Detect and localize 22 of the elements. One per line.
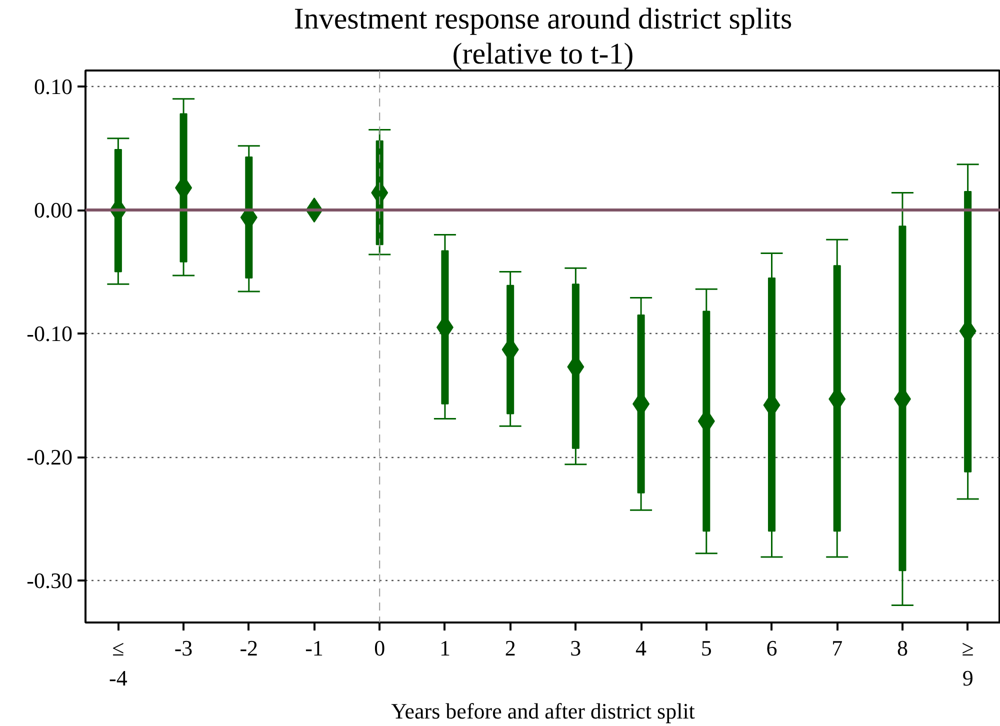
x-axis-title: Years before and after district split [391, 698, 695, 724]
chart-subtitle: (relative to t-1) [452, 38, 634, 70]
x-tick-label: ≤ -4 [109, 636, 128, 690]
x-tick-label: 2 [504, 636, 516, 660]
x-tick-label: -3 [174, 636, 193, 660]
y-tick-label: -0.30 [26, 568, 72, 594]
y-tick-label: -0.10 [26, 321, 72, 346]
x-tick-label: ≥ 9 [962, 636, 974, 690]
x-tick-label: 3 [570, 636, 582, 660]
y-tick-label: -0.20 [26, 444, 72, 470]
y-tick-label: 0.10 [34, 74, 72, 100]
x-tick-label: 1 [439, 636, 450, 660]
chart-title: Investment response around district splits [294, 2, 792, 36]
x-tick-label: 6 [766, 636, 778, 660]
y-tick-label: 0.00 [34, 198, 72, 223]
x-tick-label: 0 [374, 636, 386, 660]
x-tick-label: -1 [305, 636, 324, 660]
x-tick-label: 7 [832, 636, 843, 660]
x-tick-label: 5 [700, 636, 712, 660]
x-tick-label: -2 [240, 636, 258, 660]
x-tick-label: 8 [896, 636, 908, 660]
x-tick-label: 4 [636, 636, 647, 660]
